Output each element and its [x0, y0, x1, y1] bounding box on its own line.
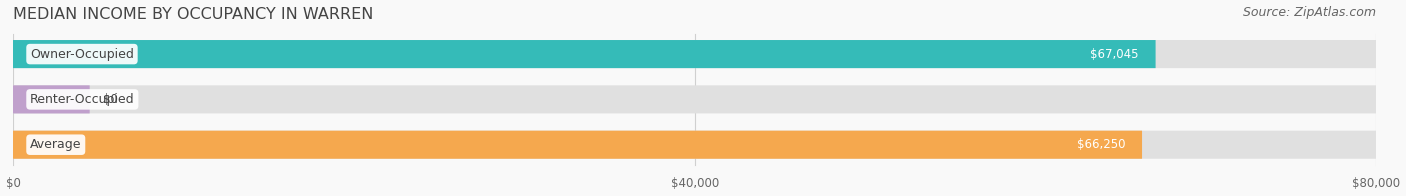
FancyBboxPatch shape [13, 85, 90, 113]
Text: Owner-Occupied: Owner-Occupied [30, 48, 134, 61]
Text: $0: $0 [103, 93, 118, 106]
FancyBboxPatch shape [13, 131, 1142, 159]
Text: Average: Average [30, 138, 82, 151]
FancyBboxPatch shape [13, 40, 1376, 68]
FancyBboxPatch shape [13, 40, 1156, 68]
Text: $67,045: $67,045 [1090, 48, 1139, 61]
Text: Renter-Occupied: Renter-Occupied [30, 93, 135, 106]
Text: $66,250: $66,250 [1077, 138, 1125, 151]
Text: MEDIAN INCOME BY OCCUPANCY IN WARREN: MEDIAN INCOME BY OCCUPANCY IN WARREN [13, 6, 374, 22]
FancyBboxPatch shape [13, 85, 1376, 113]
FancyBboxPatch shape [13, 131, 1376, 159]
Text: Source: ZipAtlas.com: Source: ZipAtlas.com [1243, 5, 1376, 19]
